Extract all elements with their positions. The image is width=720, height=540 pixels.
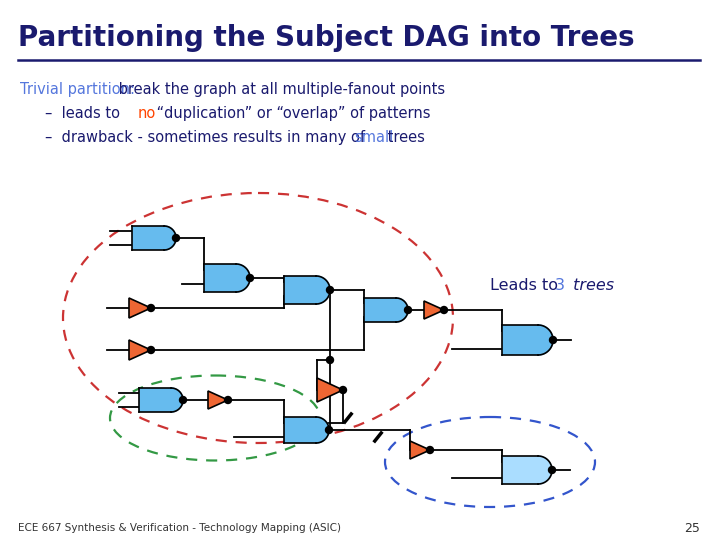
Polygon shape — [171, 388, 183, 412]
Bar — [132, 226, 164, 250]
Bar — [284, 276, 316, 304]
Text: –  drawback - sometimes results in many of: – drawback - sometimes results in many o… — [45, 130, 369, 145]
Polygon shape — [410, 441, 430, 459]
Text: no: no — [138, 106, 156, 121]
Circle shape — [549, 336, 557, 343]
Polygon shape — [538, 325, 553, 355]
Circle shape — [326, 356, 333, 363]
Text: Partitioning the Subject DAG into Trees: Partitioning the Subject DAG into Trees — [18, 24, 634, 52]
Circle shape — [225, 396, 232, 403]
Polygon shape — [396, 298, 408, 322]
Text: Trivial partition:: Trivial partition: — [20, 82, 135, 97]
Polygon shape — [208, 391, 228, 409]
Bar — [364, 298, 396, 322]
Circle shape — [340, 387, 346, 394]
Circle shape — [246, 274, 253, 281]
Text: ECE 667 Synthesis & Verification - Technology Mapping (ASIC): ECE 667 Synthesis & Verification - Techn… — [18, 523, 341, 533]
Circle shape — [179, 396, 186, 403]
Circle shape — [148, 305, 155, 312]
Bar — [139, 388, 171, 412]
Text: 3: 3 — [555, 278, 565, 293]
Polygon shape — [129, 298, 151, 318]
Text: –  leads to: – leads to — [45, 106, 125, 121]
Bar — [502, 325, 538, 355]
Circle shape — [148, 347, 155, 354]
Bar — [204, 264, 236, 292]
Bar — [502, 456, 538, 484]
Circle shape — [426, 447, 433, 454]
Polygon shape — [424, 301, 444, 319]
Circle shape — [325, 427, 333, 434]
Circle shape — [549, 467, 556, 474]
Circle shape — [173, 234, 179, 241]
Polygon shape — [236, 264, 250, 292]
Polygon shape — [317, 378, 343, 402]
Polygon shape — [164, 226, 176, 250]
Text: break the graph at all multiple-fanout points: break the graph at all multiple-fanout p… — [114, 82, 445, 97]
Polygon shape — [538, 456, 552, 484]
Polygon shape — [316, 417, 329, 443]
Text: trees: trees — [383, 130, 425, 145]
Circle shape — [326, 287, 333, 294]
Polygon shape — [316, 276, 330, 304]
Text: “duplication” or “overlap” of patterns: “duplication” or “overlap” of patterns — [152, 106, 431, 121]
Text: trees: trees — [568, 278, 614, 293]
Circle shape — [405, 307, 412, 314]
Polygon shape — [129, 340, 151, 360]
Text: 25: 25 — [684, 522, 700, 535]
Text: Leads to: Leads to — [490, 278, 563, 293]
Bar — [284, 417, 316, 443]
Text: small: small — [354, 130, 393, 145]
Circle shape — [441, 307, 448, 314]
